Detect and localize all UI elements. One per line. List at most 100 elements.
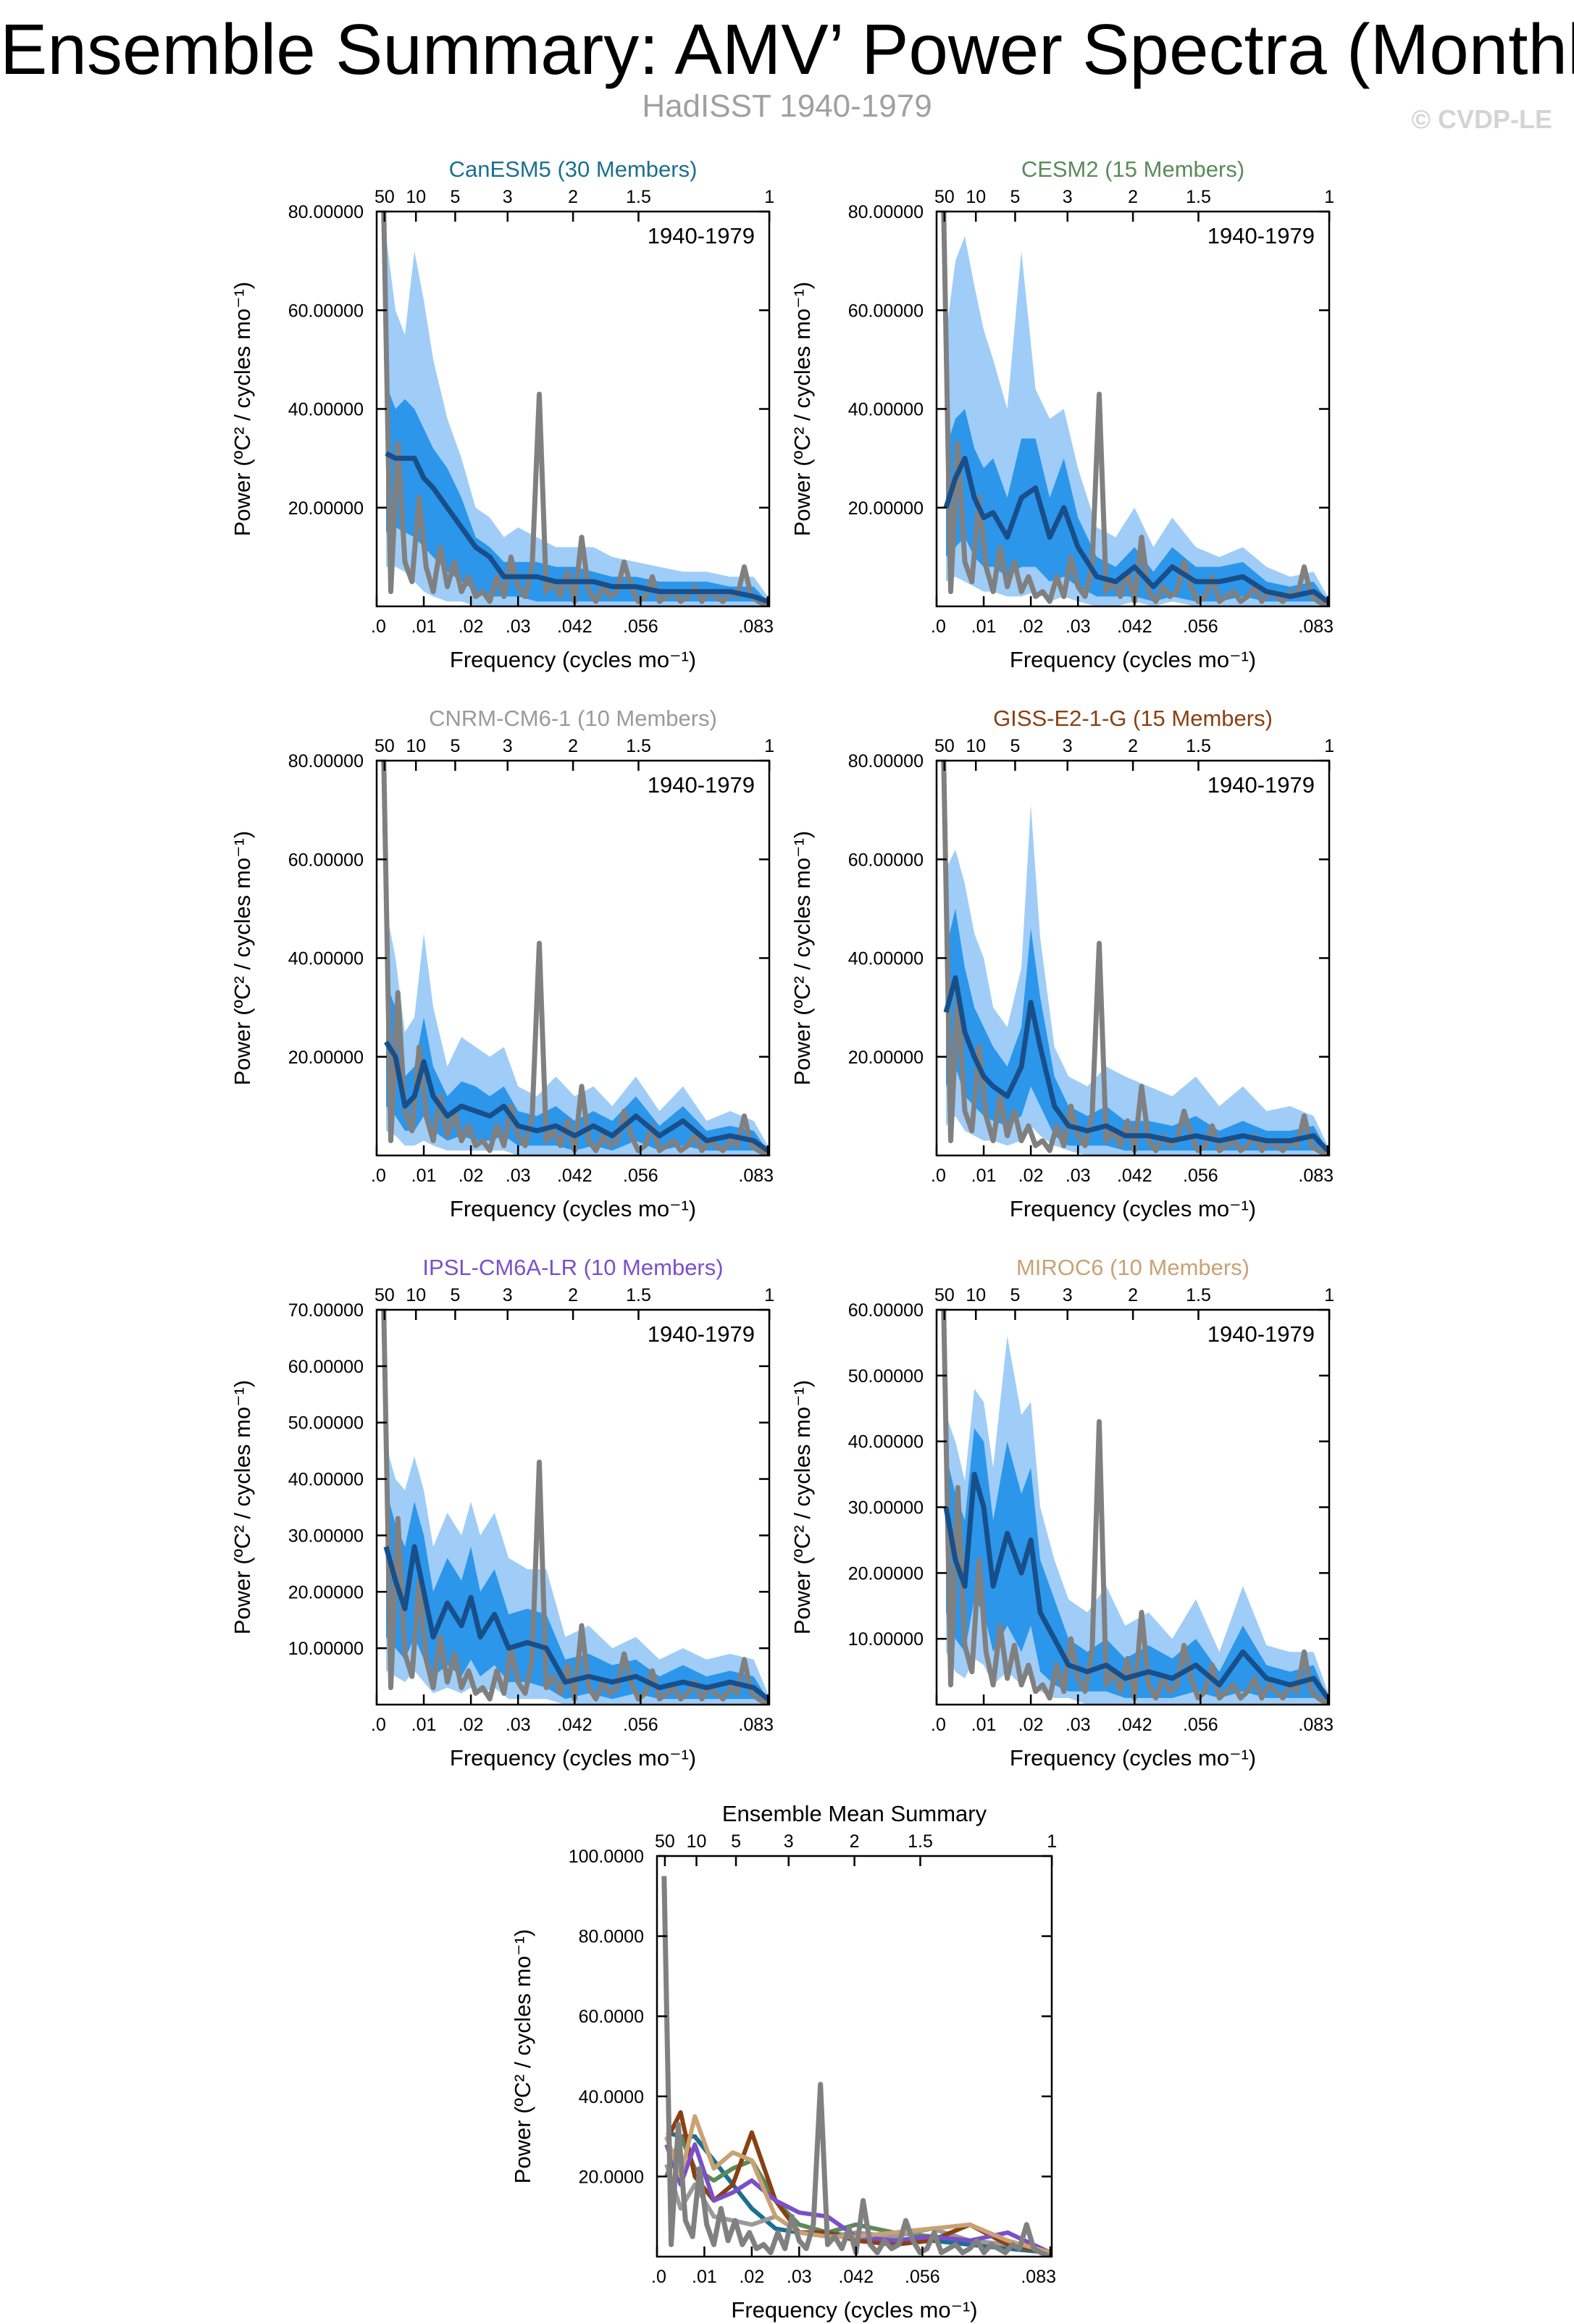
top-tick-label: 1.5: [1186, 736, 1211, 756]
x-tick-label: .01: [692, 2267, 717, 2287]
x-tick-label: .0: [371, 1715, 386, 1735]
top-tick-label: 1: [1324, 736, 1334, 756]
period-label: 1940-1979: [648, 772, 755, 798]
y-tick-label: 80.00000: [848, 751, 924, 772]
x-axis-label: Frequency (cycles mo⁻¹): [450, 1745, 696, 1771]
x-tick-label: .042: [1117, 616, 1152, 637]
period-label: 1940-1979: [1207, 772, 1315, 798]
chart-panel-1: .0 .01 .02 .03 .042 .056 .083 50 10 5 3 2 1.5 1 20.000…: [230, 156, 774, 672]
period-label: 1940-1979: [1207, 1321, 1315, 1347]
ensemble-mean-line: [384, 1040, 769, 1153]
period-label: 1940-1979: [648, 1321, 755, 1347]
panel-title: Ensemble Mean Summary: [722, 1801, 987, 1826]
top-tick-label: 2: [1128, 1285, 1138, 1305]
x-tick-label: .056: [1183, 616, 1218, 637]
top-tick-label: 3: [503, 187, 513, 207]
y-axis-label: Power (ºC² / cycles mo⁻¹): [790, 831, 815, 1086]
top-tick-label: 1.5: [908, 1831, 933, 1852]
chart-panel-3: .0 .01 .02 .03 .042 .056 .083 50 10 5 3 2 1.5 1 20.000…: [230, 706, 774, 1221]
top-tick-label: 10: [966, 736, 986, 756]
y-axis-label: Power (ºC² / cycles mo⁻¹): [790, 1380, 815, 1635]
plot-area: [941, 1310, 1329, 1705]
top-tick-label: 3: [1063, 1285, 1073, 1305]
top-tick-label: 5: [450, 1285, 460, 1305]
y-tick-label: 80.00000: [848, 202, 924, 222]
top-tick-label: 50: [374, 187, 395, 207]
top-tick-label: 5: [450, 187, 460, 207]
top-tick-label: 2: [1128, 736, 1138, 756]
x-tick-label: .0: [371, 616, 386, 637]
x-tick-label: .03: [1066, 1715, 1091, 1735]
y-tick-label: 40.0000: [579, 2087, 644, 2107]
x-tick-label: .083: [1021, 2267, 1056, 2287]
y-tick-label: 60.00000: [848, 301, 924, 321]
y-tick-label: 100.0000: [569, 1847, 644, 1867]
top-tick-label: 5: [1010, 1285, 1020, 1305]
chart-panel-7: .0 .01 .02 .03 .042 .056 .083 50 10 5 3 2 1.5 1 20.000…: [510, 1801, 1057, 2323]
x-tick-label: .0: [931, 616, 946, 637]
plot-area: [941, 761, 1329, 1155]
y-tick-label: 20.00000: [288, 1048, 364, 1068]
y-tick-label: 20.00000: [288, 498, 364, 519]
y-tick-label: 10.00000: [288, 1639, 364, 1659]
y-tick-label: 40.00000: [848, 1432, 924, 1452]
ensemble-mean-line: [943, 456, 1329, 604]
top-tick-label: 50: [934, 1285, 955, 1305]
ensemble-mean-line: [943, 975, 1329, 1153]
x-tick-label: .083: [1298, 1715, 1334, 1735]
ensemble-mean-line: [385, 451, 769, 604]
y-tick-label: 60.00000: [848, 1300, 924, 1321]
top-tick-label: 50: [655, 1831, 675, 1852]
x-tick-label: .0: [931, 1166, 946, 1186]
x-axis-label: Frequency (cycles mo⁻¹): [1010, 647, 1256, 672]
x-tick-label: .03: [1066, 616, 1091, 637]
top-tick-label: 3: [503, 736, 513, 756]
top-tick-label: 2: [568, 1285, 578, 1305]
series-line-hadisst: [661, 1876, 1052, 2257]
top-tick-label: 5: [1010, 187, 1020, 207]
chart-panel-2: .0 .01 .02 .03 .042 .056 .083 50 10 5 3 2 1.5 1 20.000…: [790, 156, 1334, 672]
y-tick-label: 60.00000: [288, 1357, 364, 1377]
x-tick-label: .02: [459, 616, 484, 637]
x-axis-label: Frequency (cycles mo⁻¹): [1010, 1745, 1256, 1771]
top-tick-label: 3: [1063, 736, 1073, 756]
x-axis-label: Frequency (cycles mo⁻¹): [450, 1196, 696, 1221]
panel-title: GISS-E2-1-G (15 Members): [993, 706, 1273, 731]
top-tick-label: 10: [966, 1285, 986, 1305]
top-tick-label: 10: [406, 736, 426, 756]
x-tick-label: .0: [651, 2267, 666, 2287]
plot-area: [661, 1876, 1052, 2257]
x-tick-label: .083: [738, 616, 774, 637]
y-tick-label: 60.00000: [848, 850, 924, 870]
plot-area: [381, 761, 769, 1155]
ensemble-inner-range-band: [946, 409, 1328, 606]
plot-area: [941, 212, 1329, 606]
x-tick-label: .0: [931, 1715, 946, 1735]
y-tick-label: 30.00000: [288, 1526, 364, 1546]
x-tick-label: .03: [506, 1166, 531, 1186]
x-tick-label: .01: [971, 1166, 997, 1186]
x-tick-label: .03: [506, 1715, 531, 1735]
y-tick-label: 60.00000: [288, 850, 364, 870]
x-tick-label: .042: [1117, 1166, 1152, 1186]
x-tick-label: .056: [623, 616, 658, 637]
y-tick-label: 40.00000: [288, 400, 364, 420]
figure-title: Ensemble Summary: AMV’ Power Spectra (Mo…: [0, 9, 1574, 89]
top-tick-label: 10: [406, 187, 426, 207]
ensemble-mean-line: [383, 1544, 769, 1701]
x-axis-label: Frequency (cycles mo⁻¹): [450, 647, 696, 672]
top-tick-label: 10: [687, 1831, 707, 1852]
ensemble-outer-range-band: [386, 236, 768, 606]
x-tick-label: .0: [371, 1166, 386, 1186]
x-tick-label: .03: [506, 616, 531, 637]
top-tick-label: 1: [764, 187, 774, 207]
y-tick-label: 20.0000: [579, 2167, 644, 2187]
top-tick-label: 3: [1063, 187, 1073, 207]
x-axis-label: Frequency (cycles mo⁻¹): [1010, 1196, 1256, 1221]
panel-title: MIROC6 (10 Members): [1016, 1255, 1249, 1280]
y-tick-label: 10.00000: [848, 1629, 924, 1650]
y-axis-label: Power (ºC² / cycles mo⁻¹): [230, 831, 255, 1086]
top-tick-label: 1: [1324, 187, 1334, 207]
top-tick-label: 50: [374, 736, 395, 756]
